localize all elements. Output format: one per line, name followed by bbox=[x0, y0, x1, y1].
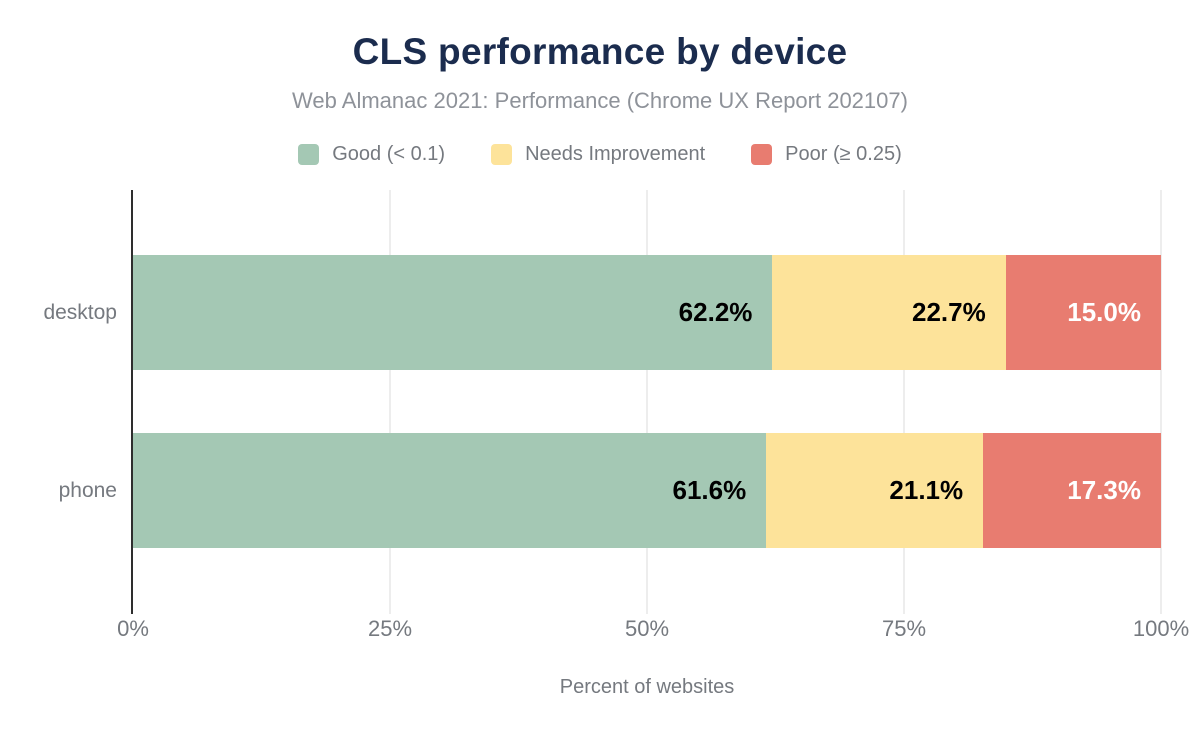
legend-label-poor: Poor (≥ 0.25) bbox=[785, 143, 902, 165]
data-label-phone-needs-improvement: 21.1% bbox=[889, 475, 964, 505]
category-label-phone: phone bbox=[58, 478, 117, 502]
legend-item-poor: Poor (≥ 0.25) bbox=[751, 143, 902, 166]
legend: Good (< 0.1) Needs Improvement Poor (≥ 0… bbox=[0, 143, 1200, 166]
x-tick-100: 100% bbox=[1132, 616, 1190, 641]
plot-area: desktop 62.2% 22.7% 15.0% phone 61.6% bbox=[43, 190, 1189, 641]
data-label-phone-good: 61.6% bbox=[672, 475, 747, 505]
segment-desktop-needs-improvement: 22.7% bbox=[772, 255, 1006, 370]
x-axis-label: Percent of websites bbox=[559, 676, 735, 698]
segment-desktop-good: 62.2% bbox=[133, 255, 773, 370]
x-tick-75: 75% bbox=[881, 616, 927, 641]
legend-label-good: Good (< 0.1) bbox=[332, 143, 446, 165]
legend-label-needs-improvement: Needs Improvement bbox=[525, 143, 706, 165]
x-tick-25: 25% bbox=[367, 616, 413, 641]
category-label-desktop: desktop bbox=[43, 300, 117, 324]
gridline-75 bbox=[903, 190, 905, 614]
gridline-50 bbox=[646, 190, 648, 614]
legend-item-good: Good (< 0.1) bbox=[298, 143, 445, 166]
data-label-desktop-needs-improvement: 22.7% bbox=[912, 297, 986, 327]
segment-phone-good: 61.6% bbox=[133, 433, 767, 548]
x-tick-50: 50% bbox=[624, 616, 670, 641]
legend-swatch-good bbox=[298, 144, 320, 165]
bar-row-desktop: desktop 62.2% 22.7% 15.0% bbox=[43, 255, 1161, 370]
gridline-100 bbox=[1160, 190, 1162, 614]
segment-phone-poor: 17.3% bbox=[983, 433, 1161, 548]
segment-desktop-poor: 15.0% bbox=[1005, 255, 1161, 370]
bar-phone: 61.6% 21.1% 17.3% bbox=[133, 433, 1161, 548]
data-label-desktop-good: 62.2% bbox=[678, 297, 753, 327]
segment-phone-needs-improvement: 21.1% bbox=[766, 433, 984, 548]
data-label-phone-poor: 17.3% bbox=[1067, 475, 1141, 505]
chart-subtitle: Web Almanac 2021: Performance (Chrome UX… bbox=[292, 88, 908, 113]
data-label-desktop-poor: 15.0% bbox=[1067, 297, 1141, 327]
legend-swatch-needs-improvement bbox=[491, 144, 513, 165]
gridline-25 bbox=[389, 190, 391, 614]
bar-desktop: 62.2% 22.7% 15.0% bbox=[133, 255, 1161, 370]
bar-row-phone: phone 61.6% 21.1% 17.3% bbox=[59, 433, 1161, 548]
y-axis-line bbox=[131, 190, 133, 614]
legend-item-needs-improvement: Needs Improvement bbox=[491, 143, 705, 166]
x-tick-0: 0% bbox=[117, 616, 149, 641]
chart-title: CLS performance by device bbox=[352, 31, 848, 72]
legend-swatch-poor bbox=[751, 144, 773, 165]
